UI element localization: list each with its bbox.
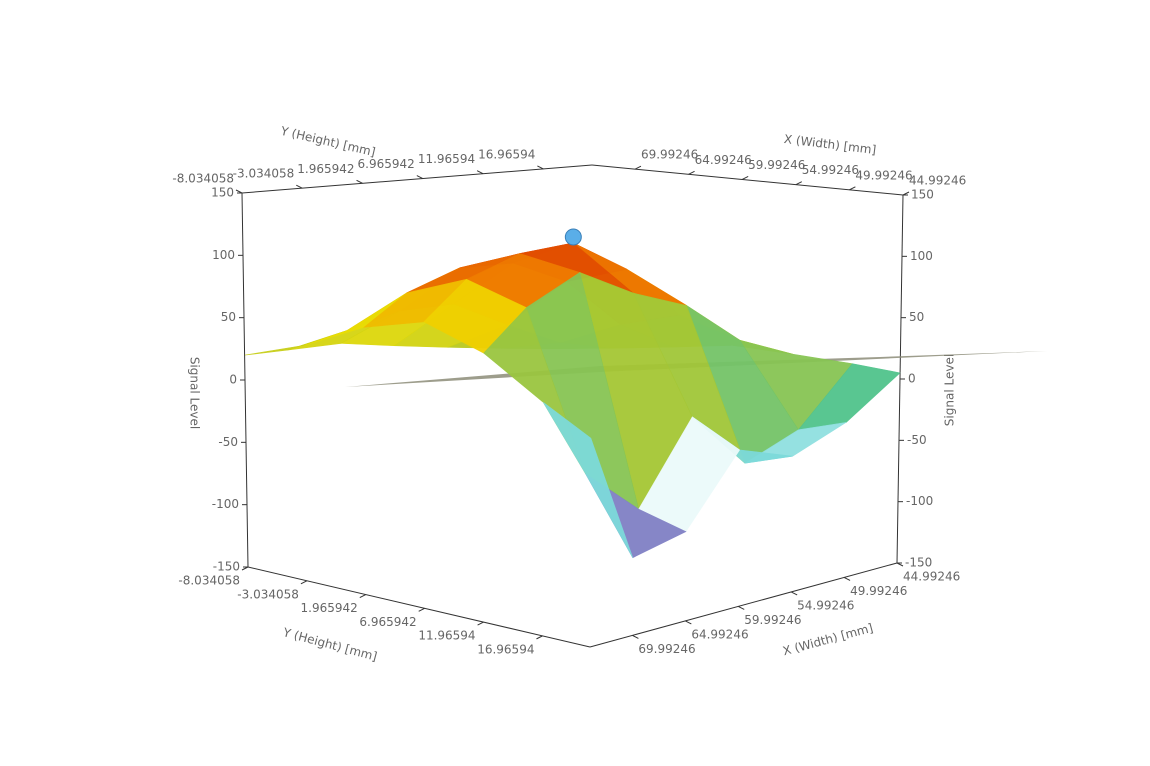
y-tick-label: 11.96594: [418, 152, 475, 166]
z-tick-label: 100: [212, 248, 235, 262]
surface-patch: [543, 402, 634, 558]
x-tick-label: 49.99246: [855, 168, 912, 182]
x-tick-label: 64.99246: [695, 153, 752, 167]
x-tick-label: 44.99246: [909, 174, 966, 188]
x-tick: [790, 591, 798, 596]
y-axis-title: Y (Height) [mm]: [278, 124, 376, 160]
y-tick: [476, 170, 484, 175]
z-tick-label: 0: [908, 372, 916, 386]
z-tick-label: -100: [906, 494, 933, 508]
x-tick-label: 64.99246: [691, 627, 748, 641]
x-tick: [632, 634, 639, 639]
peak-marker: [564, 228, 582, 246]
z-tick-label: 0: [229, 373, 237, 387]
x-tick: [849, 186, 856, 191]
y-tick: [356, 179, 363, 184]
y-axis-title: Y (Height) [mm]: [281, 625, 379, 664]
z-tick-label: -150: [213, 560, 240, 574]
z-tick-label: 50: [221, 310, 236, 324]
z-tick-label: -100: [212, 497, 239, 511]
x-tick-label: 54.99246: [802, 163, 859, 177]
x-tick-label: 59.99246: [748, 158, 805, 172]
z-tick-label: 150: [911, 188, 934, 202]
x-tick: [795, 181, 803, 186]
z-tick-label: -150: [905, 556, 932, 570]
x-tick-label: 69.99246: [641, 148, 698, 162]
y-tick-label: 6.965942: [358, 157, 415, 171]
y-tick-label: -3.034058: [237, 587, 299, 601]
x-tick: [843, 577, 851, 581]
axis-edge: [241, 164, 593, 194]
y-tick-label: 1.965942: [301, 601, 358, 615]
x-tick: [741, 176, 749, 180]
y-tick-label: -8.034058: [178, 574, 240, 588]
x-tick-label: 44.99246: [903, 570, 960, 584]
y-tick-label: -8.034058: [172, 172, 234, 186]
z-tick-label: -50: [218, 435, 238, 449]
z-axis-title: Signal Level: [188, 357, 202, 429]
y-tick-label: 16.96594: [477, 642, 534, 656]
y-tick: [416, 175, 424, 179]
x-tick: [738, 605, 745, 610]
y-tick: [537, 165, 544, 170]
z-tick-label: 100: [910, 249, 933, 263]
y-tick: [296, 184, 303, 189]
y-tick: [359, 594, 367, 599]
y-tick: [477, 621, 484, 626]
z-tick-label: 50: [909, 310, 924, 324]
z-tick-label: 150: [211, 186, 234, 200]
y-tick-label: 6.965942: [359, 615, 416, 629]
x-tick-label: 69.99246: [638, 642, 695, 656]
y-tick-label: -3.034058: [233, 167, 295, 181]
y-tick: [300, 580, 308, 585]
y-tick: [536, 635, 543, 640]
x-tick-label: 49.99246: [850, 584, 907, 598]
z-axis-title: Signal Level: [943, 354, 957, 426]
x-axis-title: X (Width) [mm]: [783, 132, 877, 157]
axis-edge: [589, 562, 898, 648]
x-tick: [634, 165, 642, 170]
axis-edge: [591, 164, 904, 196]
y-tick: [418, 607, 425, 612]
z-tick-label: -50: [907, 433, 927, 447]
y-tick-label: 11.96594: [418, 629, 475, 643]
y-tick-label: 16.96594: [478, 147, 535, 161]
x-tick-label: 54.99246: [797, 598, 854, 612]
axis-edge: [247, 566, 591, 648]
x-tick: [688, 170, 695, 175]
y-tick-label: 1.965942: [297, 162, 354, 176]
x-tick-label: 59.99246: [744, 613, 801, 627]
x-tick: [685, 620, 692, 625]
